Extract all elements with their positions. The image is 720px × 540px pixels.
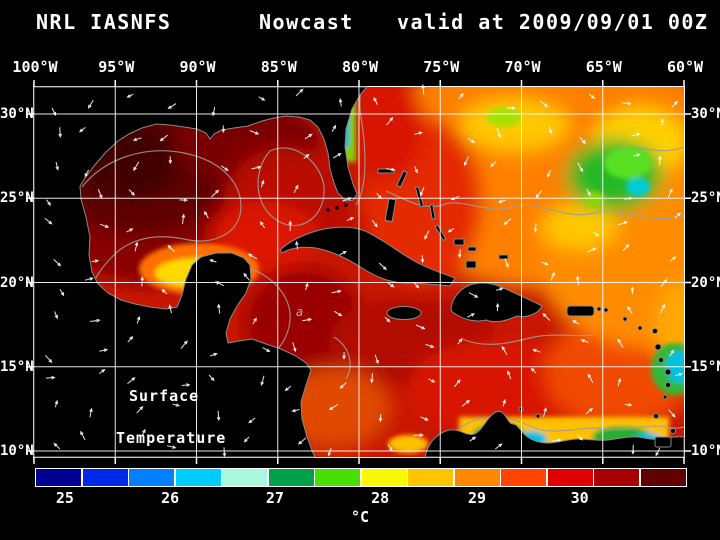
lat-tick-label: 15°N <box>0 358 34 375</box>
lat-tick-label: 30°N <box>0 106 34 122</box>
grid-layer <box>34 87 684 457</box>
lesser-antilles-islands <box>518 306 676 448</box>
product-type: Nowcast <box>259 10 354 34</box>
contour-label: a <box>296 305 304 319</box>
lon-tick-label: 75°W <box>423 58 460 76</box>
lon-tick-label: 85°W <box>260 58 297 76</box>
colorbar-segment <box>594 469 640 486</box>
south-america-landmass <box>424 410 685 458</box>
current-vector-arrows <box>44 84 684 458</box>
sst-map <box>27 80 691 464</box>
longitude-axis: 100°W 95°W 90°W 85°W 80°W 75°W 70°W 65°W 60°W <box>0 58 720 78</box>
annotation-temperature: Temperature <box>116 429 227 447</box>
land-layer <box>33 86 685 458</box>
lat-tick-label: 20°N <box>691 274 720 291</box>
lat-tick-label: 30°N <box>691 106 720 122</box>
colorbar-tick: 26 <box>161 489 180 507</box>
florida-keys-islands <box>326 203 348 212</box>
colorbar-segment <box>36 469 82 486</box>
north-central-america-landmass <box>33 86 369 458</box>
valid-time: valid at 2009/09/01 00Z <box>397 10 709 34</box>
colorbar-segment <box>268 469 314 486</box>
lon-tick-label: 80°W <box>341 58 379 76</box>
axis-ticks <box>27 80 691 464</box>
colorbar-tick: 27 <box>265 489 284 507</box>
puerto-rico-landmass <box>566 305 595 317</box>
lat-tick-label: 25°N <box>691 190 720 207</box>
lat-tick-label: 15°N <box>691 358 720 375</box>
colorbar-segment <box>640 469 686 486</box>
lon-tick-label: 95°W <box>98 58 135 76</box>
lat-tick-label: 10°N <box>691 443 720 459</box>
map-area: Surface Temperature a <box>27 80 691 464</box>
cuba-landmass <box>279 226 456 287</box>
lon-tick-label: 90°W <box>179 58 216 76</box>
lat-tick-label: 20°N <box>0 274 34 291</box>
colorbar-segment <box>175 469 221 486</box>
colorbar-unit: °C <box>350 508 370 526</box>
colorbar-segment <box>222 469 268 486</box>
lon-tick-label: 100°W <box>12 58 58 76</box>
colorbar-tick: 28 <box>371 489 390 507</box>
colorbar-segment <box>82 469 128 486</box>
annotation-surface: Surface <box>129 387 200 405</box>
colorbar-tick: 29 <box>467 489 487 507</box>
lon-tick-label: 60°W <box>666 58 704 76</box>
colorbar-segment <box>408 469 454 486</box>
colorbar-segment <box>547 469 593 486</box>
model-name: NRL IASNFS <box>36 10 172 34</box>
bahamas-islands <box>377 168 509 269</box>
colorbar-segment <box>454 469 500 486</box>
lat-tick-label: 10°N <box>0 443 34 459</box>
colorbar-segment <box>501 469 547 486</box>
colorbar <box>35 468 687 487</box>
lat-tick-label: 25°N <box>0 190 34 207</box>
colorbar-segment <box>129 469 175 486</box>
colorbar-tick: 25 <box>55 489 74 507</box>
lon-tick-label: 70°W <box>504 58 541 76</box>
colorbar-segment <box>315 469 361 486</box>
lon-tick-label: 65°W <box>585 58 622 76</box>
colorbar-segment <box>361 469 407 486</box>
hispaniola-landmass <box>450 282 543 323</box>
colorbar-tick: 30 <box>570 489 589 507</box>
jamaica-landmass <box>386 306 422 320</box>
